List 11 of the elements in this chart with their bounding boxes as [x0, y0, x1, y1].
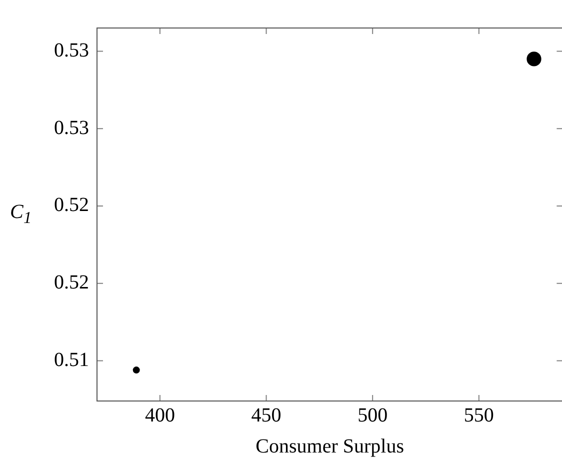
y-tick-label: 0.53	[54, 116, 89, 139]
x-tick-label: 400	[144, 404, 175, 426]
y-tick-label: 0.53	[54, 39, 89, 62]
y-tick-label: 0.52	[54, 272, 89, 294]
y-tick-label: 0.51	[54, 349, 89, 372]
x-tick-label: 500	[358, 404, 388, 426]
x-tick-label: 550	[464, 404, 494, 426]
y-tick-label: 0.52	[54, 194, 89, 216]
x-tick-label: 450	[251, 404, 282, 426]
y-axis-title: C$_{1}$	[10, 200, 32, 228]
x-axis-title: Consumer Surplus	[256, 435, 404, 458]
